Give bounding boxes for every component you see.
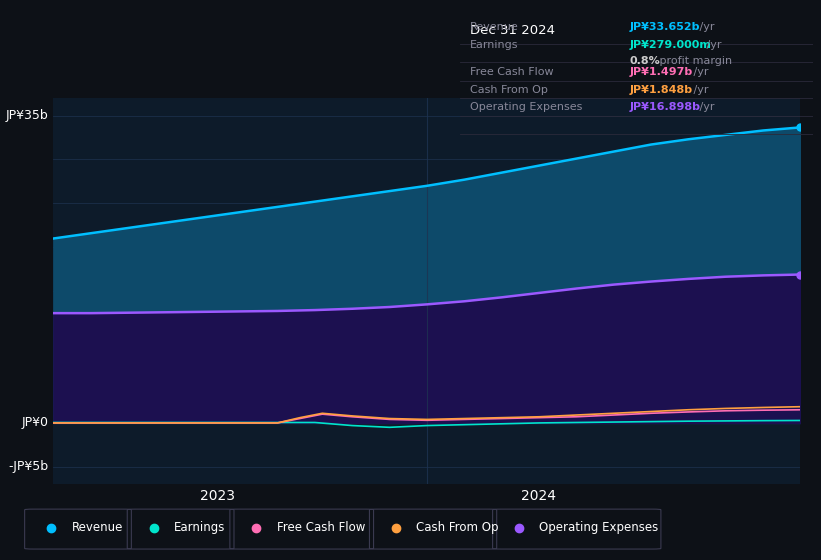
Text: JP¥1.848b: JP¥1.848b: [629, 85, 692, 95]
Text: Revenue: Revenue: [71, 521, 123, 534]
Text: Operating Expenses: Operating Expenses: [470, 102, 583, 112]
Text: Dec 31 2024: Dec 31 2024: [470, 24, 555, 37]
Text: 0.8%: 0.8%: [629, 56, 660, 66]
Text: Earnings: Earnings: [174, 521, 226, 534]
Text: Free Cash Flow: Free Cash Flow: [470, 67, 554, 77]
Text: /yr: /yr: [696, 102, 715, 112]
Text: Operating Expenses: Operating Expenses: [539, 521, 658, 534]
Text: profit margin: profit margin: [656, 56, 732, 66]
Text: JP¥16.898b: JP¥16.898b: [629, 102, 700, 112]
Text: -JP¥5b: -JP¥5b: [8, 460, 48, 473]
Text: JP¥33.652b: JP¥33.652b: [629, 22, 699, 32]
Text: /yr: /yr: [696, 22, 715, 32]
Text: Free Cash Flow: Free Cash Flow: [277, 521, 365, 534]
Text: JP¥1.497b: JP¥1.497b: [629, 67, 692, 77]
Text: /yr: /yr: [690, 67, 708, 77]
Text: Cash From Op: Cash From Op: [470, 85, 548, 95]
Text: /yr: /yr: [690, 85, 708, 95]
Text: JP¥279.000m: JP¥279.000m: [629, 40, 711, 50]
Text: Cash From Op: Cash From Op: [416, 521, 498, 534]
Text: /yr: /yr: [703, 40, 722, 50]
Text: JP¥0: JP¥0: [21, 417, 48, 430]
Text: Revenue: Revenue: [470, 22, 519, 32]
Text: Earnings: Earnings: [470, 40, 519, 50]
Text: JP¥35b: JP¥35b: [6, 109, 48, 122]
